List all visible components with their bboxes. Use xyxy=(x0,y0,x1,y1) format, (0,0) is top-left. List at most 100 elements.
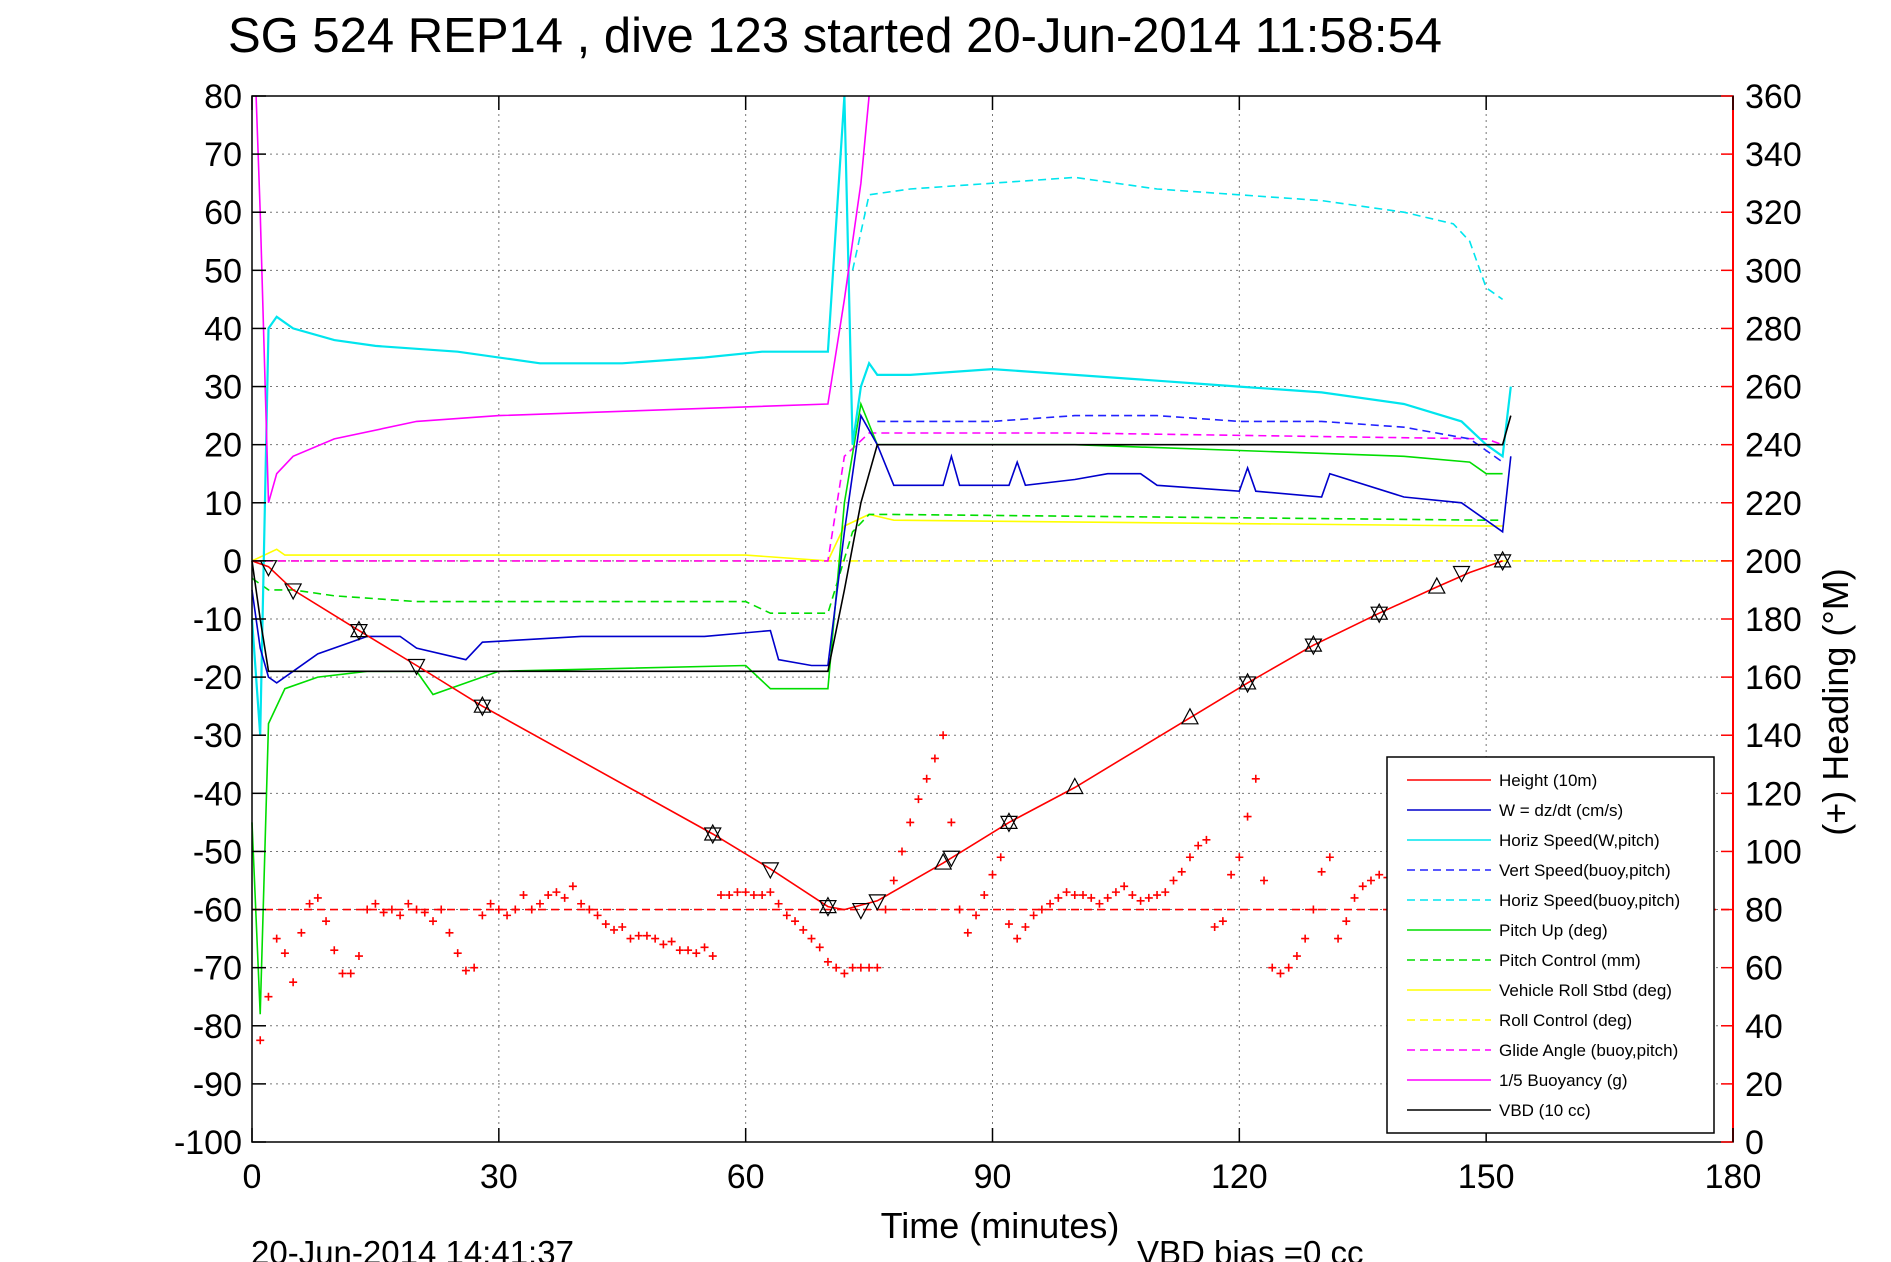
heading-marker xyxy=(535,899,544,908)
series-line-9 xyxy=(251,413,1512,684)
bottom-tick-label: 90 xyxy=(974,1158,1012,1196)
left-tick-label: -80 xyxy=(193,1008,242,1046)
heading-marker xyxy=(774,899,783,908)
legend-label: VBD (10 cc) xyxy=(1499,1101,1591,1120)
down-triangle-marker xyxy=(473,699,492,717)
heading-marker xyxy=(330,946,339,955)
heading-marker xyxy=(758,891,767,900)
heading-marker xyxy=(1235,853,1244,862)
right-tick-label: 240 xyxy=(1745,427,1802,465)
chart-title: SG 524 REP14 , dive 123 started 20-Jun-2… xyxy=(228,9,1442,63)
heading-marker xyxy=(363,905,372,914)
heading-marker xyxy=(494,905,503,914)
left-tick-label: 20 xyxy=(204,427,242,465)
heading-marker xyxy=(1054,893,1063,902)
heading-marker xyxy=(1375,870,1384,879)
down-triangle-marker xyxy=(1238,676,1257,694)
heading-marker xyxy=(972,911,981,920)
down-triangle-marker xyxy=(999,815,1018,833)
heading-marker xyxy=(865,963,874,972)
legend-label: Pitch Up (deg) xyxy=(1499,921,1608,940)
legend-label: Pitch Control (mm) xyxy=(1499,951,1641,970)
heading-marker xyxy=(930,754,939,763)
heading-marker xyxy=(1342,917,1351,926)
up-triangle-marker xyxy=(1180,707,1199,725)
heading-marker xyxy=(1070,891,1079,900)
heading-marker xyxy=(692,949,701,958)
heading-marker xyxy=(1185,853,1194,862)
heading-marker xyxy=(313,893,322,902)
heading-marker xyxy=(371,899,380,908)
heading-marker xyxy=(963,928,972,937)
up-triangle-marker xyxy=(1493,550,1512,568)
heading-marker xyxy=(1144,893,1153,902)
heading-marker xyxy=(749,891,758,900)
series-line-10 xyxy=(251,415,1512,673)
legend-label: 1/5 Buoyancy (g) xyxy=(1499,1071,1628,1090)
heading-marker xyxy=(1317,867,1326,876)
heading-marker xyxy=(256,1036,265,1045)
heading-marker xyxy=(1218,917,1227,926)
heading-marker xyxy=(651,934,660,943)
down-triangle-marker xyxy=(818,900,837,917)
heading-marker xyxy=(1087,893,1096,902)
heading-marker xyxy=(519,891,528,900)
bottom-tick-label: 120 xyxy=(1211,1158,1268,1196)
up-triangle-marker xyxy=(934,852,953,870)
heading-marker xyxy=(610,925,619,934)
vbd-bias-note: VBD bias =0 cc xyxy=(1137,1234,1364,1262)
up-triangle-marker xyxy=(1427,576,1446,594)
right-tick-label: 180 xyxy=(1745,601,1802,639)
heading-marker xyxy=(437,905,446,914)
legend-label: Vert Speed(buoy,pitch) xyxy=(1499,861,1671,880)
heading-marker xyxy=(1268,963,1277,972)
heading-marker xyxy=(700,943,709,952)
heading-marker xyxy=(848,963,857,972)
heading-marker xyxy=(766,888,775,897)
series-line-2 xyxy=(252,432,1503,562)
down-triangle-marker xyxy=(761,862,780,880)
heading-marker xyxy=(1169,876,1178,885)
left-tick-label: 10 xyxy=(204,485,242,523)
right-tick-label: 320 xyxy=(1745,194,1802,232)
heading-marker xyxy=(503,911,512,920)
legend-label: Glide Angle (buoy,pitch) xyxy=(1499,1041,1678,1060)
series-line-7 xyxy=(255,95,870,504)
heading-marker xyxy=(1292,952,1301,961)
up-triangle-marker xyxy=(1370,602,1389,620)
heading-marker xyxy=(1128,891,1137,900)
heading-marker xyxy=(1177,867,1186,876)
right-tick-label: 120 xyxy=(1745,775,1802,813)
heading-marker xyxy=(1161,888,1170,897)
heading-marker xyxy=(725,891,734,900)
heading-marker xyxy=(280,949,289,958)
down-triangle-marker xyxy=(259,560,278,577)
heading-marker xyxy=(1194,841,1203,850)
right-tick-label: 160 xyxy=(1745,659,1802,697)
heading-marker xyxy=(560,893,569,902)
heading-marker xyxy=(906,818,915,827)
legend-box xyxy=(1386,756,1715,1134)
series-line-6 xyxy=(250,95,1512,736)
heading-marker xyxy=(1325,853,1334,862)
left-tick-label: 50 xyxy=(204,252,242,290)
down-triangle-marker xyxy=(284,583,303,601)
heading-marker xyxy=(322,917,331,926)
heading-marker xyxy=(1350,893,1359,902)
down-triangle-marker xyxy=(851,902,870,920)
heading-marker xyxy=(1029,911,1038,920)
bottom-tick-label: 150 xyxy=(1458,1158,1515,1196)
right-tick-label: 360 xyxy=(1745,78,1802,116)
legend: Height (10m) W = dz/dt (cm/s) Horiz Speed(… xyxy=(1386,756,1715,1134)
heading-marker xyxy=(1243,812,1252,821)
right-tick-label: 280 xyxy=(1745,310,1802,348)
heading-marker xyxy=(823,957,832,966)
heading-marker xyxy=(1284,963,1293,972)
left-tick-label: 40 xyxy=(204,310,242,348)
heading-marker xyxy=(420,908,429,917)
heading-marker xyxy=(585,905,594,914)
heading-marker xyxy=(1210,922,1219,931)
heading-marker xyxy=(568,882,577,891)
legend-label: Roll Control (deg) xyxy=(1499,1011,1632,1030)
right-tick-label: 220 xyxy=(1745,485,1802,523)
